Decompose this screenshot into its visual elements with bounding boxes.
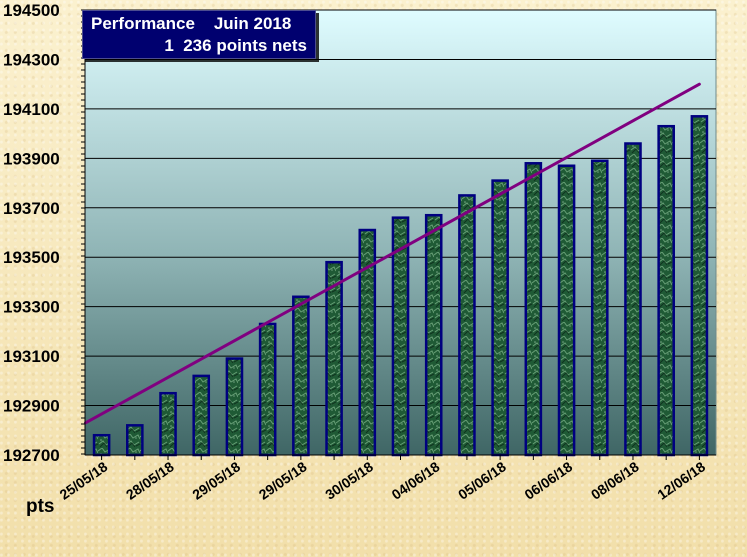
y-tick-label: 194500 — [3, 1, 60, 20]
bar — [92, 433, 111, 457]
bar — [657, 124, 675, 457]
x-tick-label: 25/05/18 — [57, 458, 111, 502]
x-tick-label: 12/06/18 — [654, 458, 708, 502]
axes — [81, 9, 716, 460]
chart-subtitle: 1 236 points nets — [164, 36, 307, 55]
bar-series — [92, 115, 709, 457]
bar — [292, 295, 310, 457]
x-tick-label: 29/05/18 — [256, 458, 310, 502]
y-tick-label: 194100 — [3, 100, 60, 119]
x-tick-label: 28/05/18 — [123, 458, 177, 502]
x-tick-label: 08/06/18 — [588, 458, 642, 502]
bar — [159, 391, 177, 457]
bar — [325, 260, 343, 457]
y-tick-label: 192700 — [3, 446, 60, 465]
y-tick-label: 193900 — [3, 149, 60, 168]
bar — [590, 159, 609, 457]
bar — [192, 374, 211, 457]
x-tick-label: 06/06/18 — [521, 458, 575, 502]
bar — [424, 213, 443, 457]
bar — [690, 115, 709, 457]
bar — [491, 179, 509, 457]
trendline-path — [84, 82, 701, 425]
y-tick-label: 193500 — [3, 248, 60, 267]
bar — [624, 142, 642, 457]
y-tick-label: 193700 — [3, 199, 60, 218]
bar — [258, 322, 277, 457]
y-tick-label: 193100 — [3, 347, 60, 366]
y-axis-label: pts — [26, 496, 55, 517]
bar — [225, 357, 244, 457]
bar — [524, 162, 543, 457]
y-tick-label: 194300 — [3, 50, 60, 69]
bar — [126, 424, 144, 457]
y-tick-label: 192900 — [3, 397, 60, 416]
x-tick-label: 30/05/18 — [322, 458, 376, 502]
x-tick-label: 04/06/18 — [389, 458, 443, 502]
chart-title-box: Performance Juin 2018 1 236 points nets — [82, 10, 316, 59]
bar — [557, 164, 576, 457]
chart-title: Performance Juin 2018 — [91, 14, 292, 33]
trendline — [84, 82, 701, 425]
x-tick-label: 05/06/18 — [455, 458, 509, 502]
x-tick-label: 29/05/18 — [189, 458, 243, 502]
bar — [458, 194, 476, 457]
y-tick-label: 193300 — [3, 298, 60, 317]
